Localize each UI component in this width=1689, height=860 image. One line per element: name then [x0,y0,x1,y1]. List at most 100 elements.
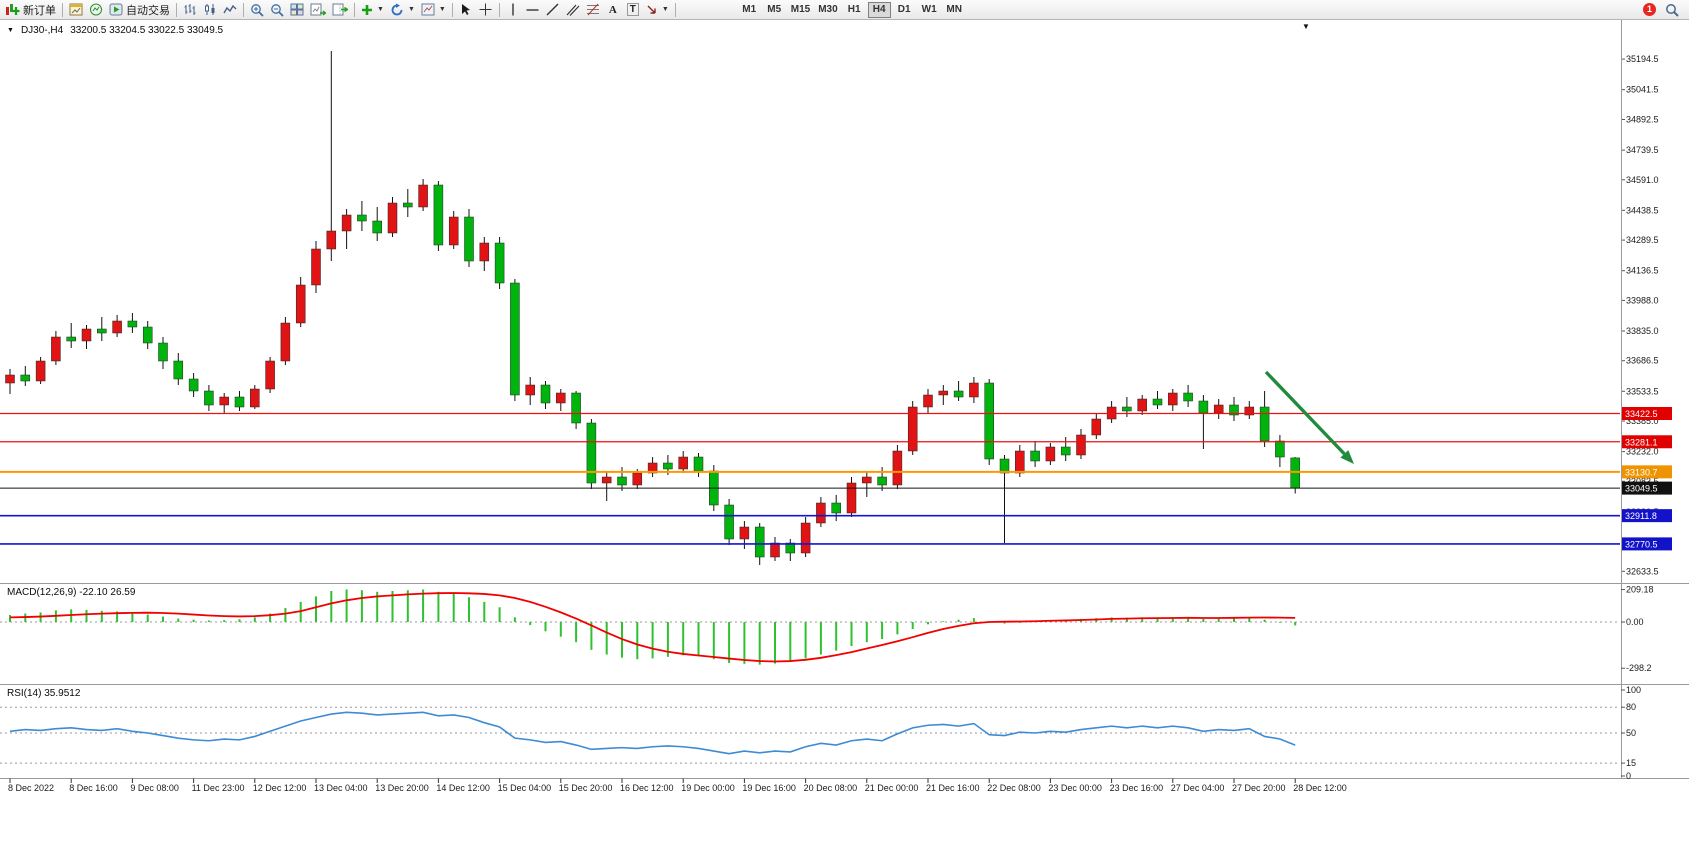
auto-scroll-button[interactable] [307,1,329,19]
candle [556,392,566,404]
horizontal-level-lines[interactable] [0,412,1620,545]
timeframe-button-w1[interactable]: W1 [918,2,941,18]
arrows-button[interactable]: ▼ [643,1,672,19]
search-icon[interactable] [1665,3,1679,17]
candlestick-chart-button[interactable] [200,1,220,19]
toolbar-separator [451,2,453,17]
notification-badge[interactable]: 1 [1643,3,1656,16]
macd-indicator-label: MACD(12,26,9) -22.10 26.59 [7,587,136,598]
timeframe-button-m5[interactable]: M5 [763,2,786,18]
periods-button[interactable]: ▼ [387,1,418,19]
macd-axis-label: -298.2 [1626,663,1652,673]
candle [1122,406,1132,412]
auto-trading-icon [109,3,123,16]
label-button[interactable]: T [623,1,643,19]
macd-panel[interactable]: 209.18 0.00 -298.2 [0,585,1654,674]
timeframe-button-m30[interactable]: M30 [815,2,840,18]
candle [234,396,245,408]
chart-shift-button[interactable] [329,1,351,19]
timeframe-button-h4[interactable]: H4 [867,1,891,18]
time-tick-label: 23 Dec 00:00 [1048,783,1102,793]
svg-text:33049.5: 33049.5 [1625,484,1658,494]
chart-background [0,20,1689,860]
indicators-button[interactable]: ▼ [358,1,387,19]
price-tick-label: 35194.5 [1626,54,1659,64]
timeframe-button-m15[interactable]: M15 [788,2,813,18]
candle [877,476,887,486]
auto-trading-button[interactable]: 自动交易 [106,1,173,19]
candle [953,390,964,398]
candle [724,504,734,540]
candle [5,374,15,384]
rsi-indicator-label: RSI(14) 35.9512 [7,688,81,699]
candle [1045,446,1056,462]
zoom-in-icon [251,3,264,17]
zoom-out-button[interactable] [267,1,287,19]
horizontal-line-icon [526,8,539,11]
zoom-in-button[interactable] [247,1,267,19]
chevron-down-icon: ▼ [661,6,669,13]
price-tick-label: 34289.5 [1626,235,1659,245]
candle [800,522,811,554]
cursor-button[interactable] [456,1,476,19]
candle [97,328,107,334]
bar-chart-button[interactable] [180,1,200,19]
timeframe-button-d1[interactable]: D1 [893,2,916,18]
toolbar-separator [243,2,244,17]
toolbar-separator [176,2,177,17]
horizontal-line-button[interactable] [523,1,543,19]
toolbar-separator [674,2,676,17]
chevron-down-icon: ▼ [377,6,384,13]
rsi-line [9,711,1296,755]
charts-profile-button[interactable] [66,1,86,19]
timeframe-button-m1[interactable]: M1 [738,2,761,18]
price-tick-label: 33083.5 [1626,476,1659,486]
chevron-down-icon: ▼ [407,6,415,13]
svg-text:33422.5: 33422.5 [1625,409,1658,419]
tile-windows-button[interactable] [287,1,307,19]
rsi-panel[interactable]: 100 80 50 15 0 [0,685,1641,781]
line-chart-button[interactable] [220,1,240,19]
arrow-tool-icon [647,5,656,14]
time-axis[interactable]: 8 Dec 2022 8 Dec 16:00 9 Dec 08:00 11 Dec 2… [8,778,1347,794]
candle [969,382,979,398]
market-watch-button[interactable] [86,1,106,19]
price-tick-label: 33686.5 [1626,356,1659,366]
timeframe-button-mn[interactable]: MN [943,2,966,18]
time-tick-label: 8 Dec 16:00 [69,783,118,793]
chart-ohlc-readout: ▼ DJ30-,H4 33200.5 33204.5 33022.5 33049… [7,25,223,36]
candle [1015,450,1025,474]
templates-button[interactable]: ▼ [418,1,449,19]
panel-separators [0,20,1689,779]
template-icon [421,3,435,16]
macd-axis-label: 209.18 [1626,585,1654,595]
candle [785,542,796,554]
time-tick-label: 21 Dec 00:00 [865,783,919,793]
text-button[interactable]: A [603,1,623,19]
new-order-button[interactable]: 新订单 [2,1,59,19]
channel-button[interactable] [563,1,583,19]
crosshair-button[interactable] [476,1,496,19]
trendline-button[interactable] [543,1,563,19]
bar-chart-icon [184,4,196,15]
time-tick-label: 20 Dec 08:00 [804,783,858,793]
vertical-line-button[interactable] [503,1,523,19]
time-tick-label: 21 Dec 16:00 [926,783,980,793]
timeframe-button-h1[interactable]: H1 [843,2,866,18]
candle [448,216,459,246]
candle [892,450,903,486]
candle [632,472,643,486]
chart-corner-dropdown-icon[interactable]: ▼ [1302,22,1310,31]
price-tick-label: 33533.5 [1626,386,1659,396]
candle [1198,400,1209,414]
time-tick-label: 22 Dec 08:00 [987,783,1041,793]
symbol-dropdown-icon[interactable]: ▼ [7,27,14,34]
new-order-label: 新订单 [23,4,56,17]
price-badge [1622,509,1672,523]
candle [938,390,949,396]
candle [1213,404,1224,414]
trend-arrow-annotation[interactable] [1264,370,1354,464]
fibonacci-button[interactable] [583,1,603,19]
price-badge [1622,407,1672,420]
